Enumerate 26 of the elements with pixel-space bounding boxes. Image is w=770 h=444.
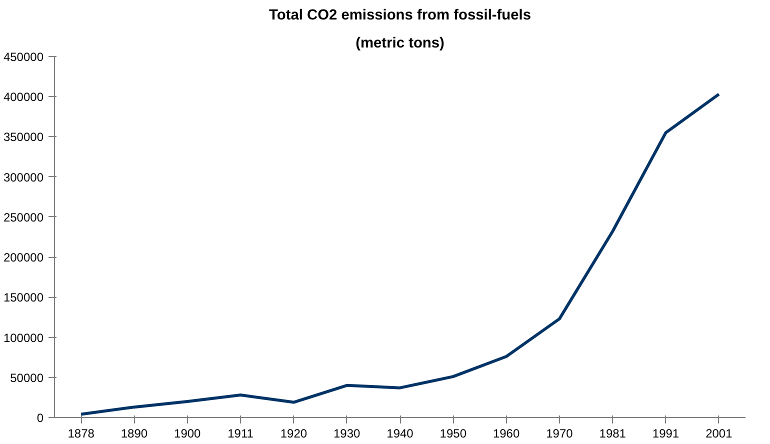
y-tick-label: 400000 <box>3 90 44 104</box>
x-tick-label: 1920 <box>280 426 308 440</box>
x-tick-label: 1900 <box>174 426 202 440</box>
y-tick-label: 200000 <box>3 250 44 265</box>
x-tick-label: 1930 <box>334 426 361 440</box>
x-tick-label: 1911 <box>228 426 254 440</box>
y-tick-label: 450000 <box>3 50 44 64</box>
y-tick-label: 150000 <box>3 290 44 305</box>
x-tick-label: 1981 <box>599 426 626 440</box>
x-tick-label: 1940 <box>386 426 414 440</box>
y-tick-label: 0 <box>36 411 44 425</box>
y-tick-label: 350000 <box>3 130 44 144</box>
chart-title: Total CO2 emissions from fossil-fuels <box>269 8 531 24</box>
y-tick-label: 250000 <box>3 210 44 224</box>
x-tick-label: 1950 <box>440 426 467 440</box>
y-tick-label: 50000 <box>10 370 44 385</box>
line-series <box>80 92 720 416</box>
chart-subtitle: (metric tons) <box>356 36 444 52</box>
x-tick-label: 1970 <box>546 426 574 440</box>
x-tick-label: 1878 <box>68 426 95 440</box>
y-tick-label: 300000 <box>3 170 44 184</box>
x-tick-label: 1890 <box>120 426 148 440</box>
x-tick-label: 2001 <box>706 426 733 440</box>
x-tick-label: 1991 <box>652 426 680 440</box>
y-tick-label: 100000 <box>3 330 44 345</box>
x-tick-label: 1960 <box>492 426 520 440</box>
